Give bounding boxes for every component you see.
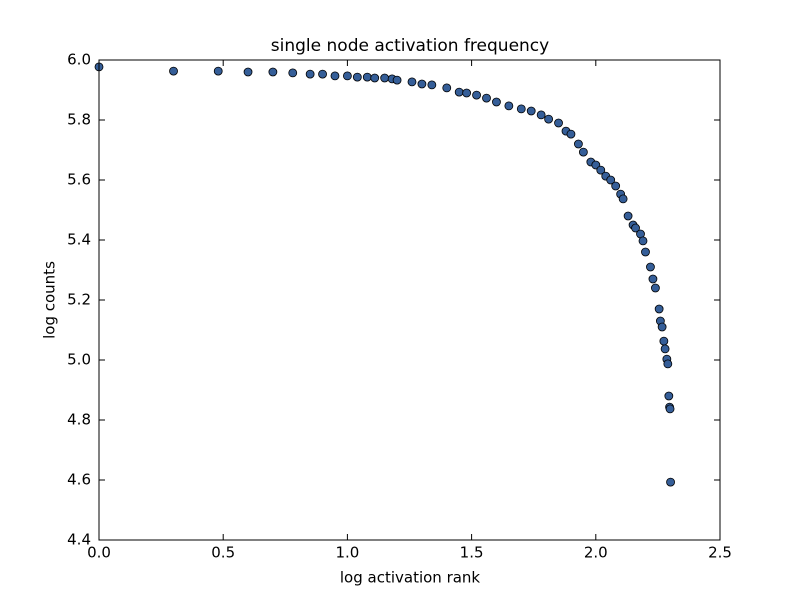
- point: [417, 79, 427, 89]
- point: [330, 71, 340, 81]
- point: [472, 90, 481, 100]
- point: [380, 73, 390, 83]
- point: [516, 104, 526, 114]
- point: [554, 118, 563, 128]
- plot-frame: [98, 59, 721, 541]
- point: [454, 87, 464, 97]
- point: [462, 88, 472, 98]
- point: [648, 274, 658, 284]
- point: [504, 101, 514, 111]
- x-tick-label: 2.5: [708, 544, 732, 562]
- y-tick-label: 5.4: [67, 231, 91, 249]
- point: [638, 236, 648, 246]
- point: [578, 147, 588, 157]
- point: [618, 194, 628, 204]
- point: [663, 359, 673, 369]
- point: [646, 262, 655, 272]
- point: [492, 97, 501, 107]
- point: [427, 80, 437, 90]
- point: [526, 106, 536, 116]
- point: [657, 322, 667, 332]
- point: [305, 69, 315, 79]
- point: [666, 477, 675, 487]
- point: [370, 73, 380, 83]
- point: [651, 283, 660, 293]
- x-tick-label: 1.0: [335, 544, 359, 562]
- point: [611, 181, 621, 191]
- point: [654, 304, 664, 314]
- point: [288, 68, 298, 78]
- point: [664, 391, 674, 401]
- point: [623, 211, 633, 221]
- x-axis-label: log activation rank: [340, 569, 481, 587]
- point: [482, 93, 491, 103]
- point: [268, 67, 278, 77]
- point: [536, 110, 546, 120]
- point: [352, 72, 362, 82]
- point: [392, 75, 402, 85]
- point: [318, 69, 327, 79]
- point: [213, 66, 223, 76]
- y-tick-label: 5.0: [67, 351, 91, 369]
- point: [631, 223, 640, 233]
- point: [641, 247, 650, 257]
- y-tick-label: 4.4: [67, 531, 91, 549]
- point: [407, 77, 417, 87]
- point: [596, 165, 606, 175]
- point: [574, 139, 583, 149]
- y-tick-label: 6.0: [67, 51, 91, 69]
- x-tick-label: 0.0: [87, 544, 111, 562]
- point: [243, 67, 253, 77]
- y-tick-label: 5.6: [67, 171, 91, 189]
- point: [606, 175, 616, 185]
- point: [566, 129, 576, 139]
- x-tick-label: 1.5: [460, 544, 484, 562]
- x-tick-label: 0.5: [211, 544, 235, 562]
- y-tick-label: 4.8: [67, 411, 91, 429]
- y-tick-label: 5.2: [67, 291, 91, 309]
- point: [659, 336, 669, 346]
- point: [169, 66, 178, 76]
- point: [660, 344, 670, 354]
- x-tick-label: 2.0: [584, 544, 608, 562]
- y-tick-label: 5.8: [67, 111, 91, 129]
- point: [665, 404, 675, 414]
- point: [442, 83, 452, 93]
- point: [362, 72, 372, 82]
- chart-title: single node activation frequency: [271, 36, 549, 56]
- point: [544, 114, 554, 124]
- point: [342, 71, 352, 81]
- y-axis-label: log counts: [41, 261, 59, 339]
- y-tick-label: 4.6: [67, 471, 91, 489]
